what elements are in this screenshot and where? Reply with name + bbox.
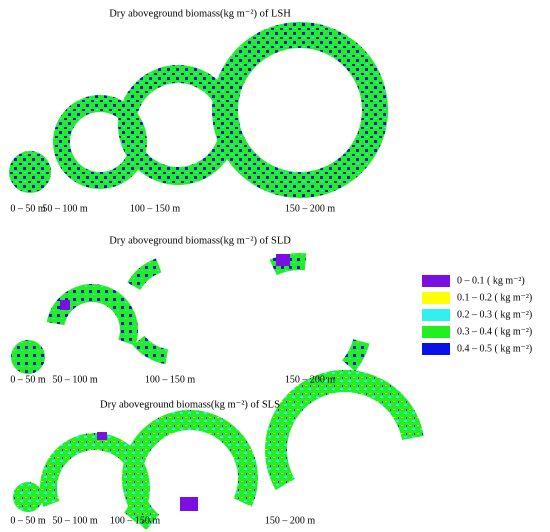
legend-label: 0.1 – 0.2 ( kg m⁻²) xyxy=(457,292,532,303)
patch xyxy=(276,254,290,266)
sector-map xyxy=(122,410,258,531)
sector-map xyxy=(264,369,424,490)
legend-swatch xyxy=(422,309,450,321)
disc-map xyxy=(13,482,43,512)
sector-map xyxy=(347,66,389,167)
map-label: 100 – 150 m xyxy=(145,374,196,385)
sector-map xyxy=(132,335,169,365)
map-label: 50 – 100 m xyxy=(42,203,88,214)
legend-label: 0.4 – 0.5 ( kg m⁻²) xyxy=(457,343,532,354)
ring-map xyxy=(118,65,238,185)
map-label: 100 – 150 m xyxy=(130,203,181,214)
sector-map xyxy=(127,258,162,290)
sector-map xyxy=(342,339,370,372)
map-label: 100 – 150 m xyxy=(110,515,161,526)
patch xyxy=(97,432,107,440)
panel-title: Dry aboveground biomass(kg m⁻²) of SLD xyxy=(109,235,291,246)
map-label: 150 – 200 m xyxy=(285,374,336,385)
map-label: 0 – 50 m xyxy=(10,515,46,526)
sector-map xyxy=(39,432,150,524)
patch xyxy=(180,497,198,511)
disc-map xyxy=(9,151,51,193)
map-label: 150 – 200 m xyxy=(265,515,316,526)
map-label: 50 – 100 m xyxy=(52,515,98,526)
sector-map xyxy=(46,284,138,346)
legend-swatch xyxy=(422,275,450,287)
legend-swatch xyxy=(422,292,450,304)
legend-swatch xyxy=(422,326,450,338)
map-label: 0 – 50 m xyxy=(10,203,46,214)
maps xyxy=(9,21,424,531)
map-label: 150 – 200 m xyxy=(285,203,336,214)
legend: 0 – 0.1 ( kg m⁻²) 0.1 – 0.2 ( kg m⁻²) 0.2 … xyxy=(422,275,532,355)
legend-label: 0.2 – 0.3 ( kg m⁻²) xyxy=(457,309,532,320)
panel-title: Dry aboveground biomass(kg m⁻²) of LSH xyxy=(109,8,291,19)
legend-label: 0.3 – 0.4 ( kg m⁻²) xyxy=(457,326,532,337)
legend-label: 0 – 0.1 ( kg m⁻²) xyxy=(457,275,525,286)
disc-map xyxy=(11,340,45,374)
legend-swatch xyxy=(422,343,450,355)
sector-map xyxy=(395,410,423,435)
patch xyxy=(60,300,70,310)
map-label: 50 – 100 m xyxy=(52,374,98,385)
map-label: 0 – 50 m xyxy=(10,374,46,385)
panel-title: Dry aboveground biomass(kg m⁻²) of SLS xyxy=(100,399,280,410)
sector-map xyxy=(212,21,377,198)
